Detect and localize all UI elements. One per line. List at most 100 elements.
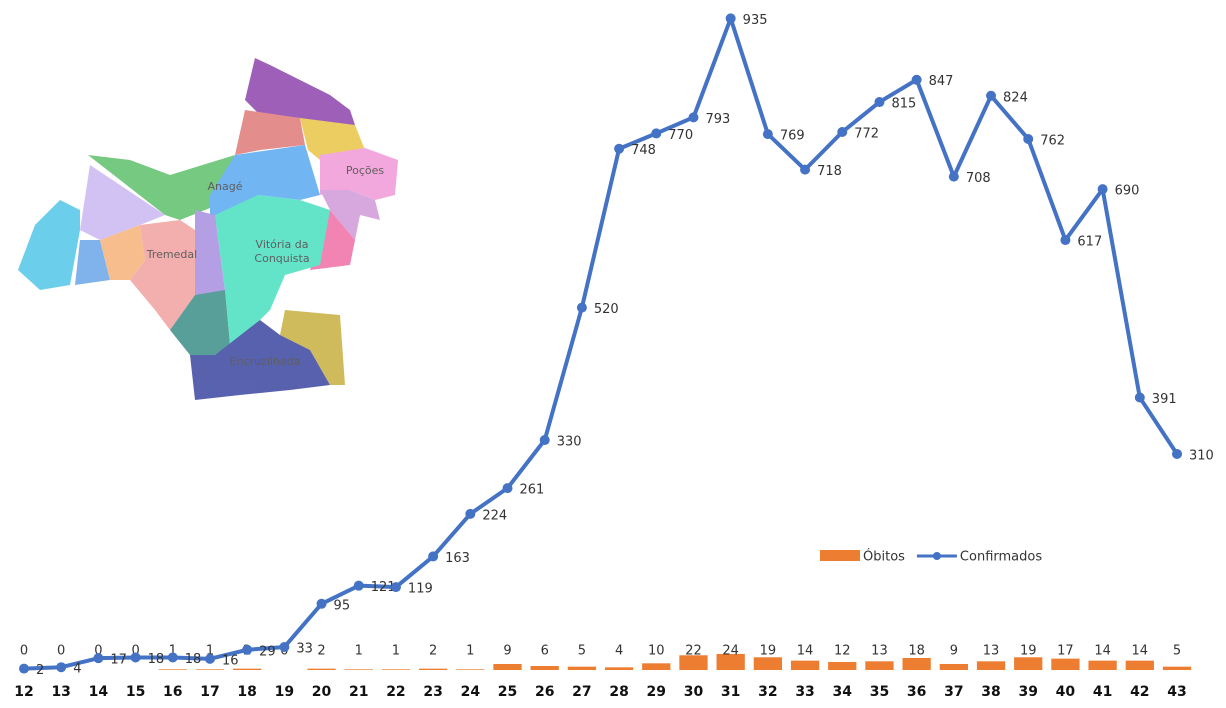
bar-label: 9: [503, 644, 511, 659]
x-tick-label: 32: [758, 684, 777, 700]
map-region: [320, 190, 380, 240]
point-label: 772: [854, 127, 879, 142]
line-point: [56, 662, 67, 673]
bar-label: 24: [722, 644, 739, 659]
point-label: 762: [1040, 133, 1065, 148]
point-label: 770: [668, 128, 693, 143]
bar: [530, 665, 559, 670]
line-point: [688, 112, 699, 123]
point-label: 2: [36, 663, 44, 678]
map-region: [235, 110, 305, 155]
legend-label: Óbitos: [863, 549, 905, 565]
x-tick-label: 35: [870, 684, 889, 700]
bar-label: 13: [983, 644, 1000, 659]
bar: [418, 668, 448, 670]
x-tick-label: 24: [461, 684, 481, 700]
bar-label: 1: [206, 644, 214, 659]
line-point: [390, 582, 401, 593]
point-label: 16: [222, 653, 239, 668]
line-point: [837, 127, 848, 138]
bar-label: 5: [1173, 644, 1181, 659]
point-label: 261: [520, 483, 545, 498]
x-tick-label: 17: [200, 684, 219, 700]
point-label: 95: [334, 598, 351, 613]
point-label: 748: [631, 143, 656, 158]
bar: [158, 669, 187, 670]
x-tick-label: 22: [386, 684, 405, 700]
map-region: [245, 58, 355, 125]
x-tick-label: 16: [163, 684, 182, 700]
x-tick-label: 25: [498, 684, 517, 700]
bar-label: 17: [1057, 644, 1074, 659]
map-label: Poções: [346, 164, 385, 177]
bar: [233, 668, 262, 670]
x-tick-label: 13: [51, 684, 70, 700]
line-point: [428, 551, 439, 562]
line-point: [800, 164, 811, 175]
bar-label: 5: [578, 644, 586, 659]
point-label: 718: [817, 164, 842, 179]
x-tick-label: 18: [237, 684, 256, 700]
line-point: [502, 483, 513, 494]
x-tick-label: 37: [944, 684, 963, 700]
x-tick-label: 20: [312, 684, 332, 700]
bar: [939, 663, 968, 670]
x-tick-label: 15: [126, 684, 145, 700]
bar-label: 22: [685, 644, 702, 659]
bar-label: 6: [541, 644, 549, 659]
bar-label: 12: [834, 644, 851, 659]
line-point: [1023, 133, 1034, 144]
map-region: [300, 118, 365, 160]
bar: [1125, 660, 1154, 670]
bar-label: 1: [392, 644, 400, 659]
point-label: 708: [966, 171, 991, 186]
bar-label: 13: [871, 644, 888, 659]
line-point: [651, 128, 662, 139]
bar-label: 1: [466, 644, 474, 659]
point-label: 18: [185, 652, 202, 667]
point-label: 4: [73, 662, 81, 677]
bar: [195, 669, 225, 670]
bar-label: 14: [1132, 644, 1149, 659]
map-region: [80, 165, 165, 240]
bar-label: 1: [355, 644, 363, 659]
bar-label: 4: [615, 644, 623, 659]
line-point: [1097, 184, 1108, 195]
bar: [902, 657, 931, 670]
x-tick-label: 38: [981, 684, 1000, 700]
point-label: 769: [780, 129, 805, 144]
map-label: Anagé: [208, 180, 243, 193]
line-point: [242, 644, 253, 655]
bar: [976, 661, 1006, 670]
line-point: [465, 508, 476, 519]
x-tick-label: 19: [275, 684, 294, 700]
bar: [1088, 660, 1117, 670]
map-region: [215, 195, 330, 345]
point-label: 824: [1003, 90, 1028, 105]
x-tick-label: 40: [1056, 684, 1076, 700]
bar-label: 0: [94, 644, 102, 659]
map-label: Conquista: [254, 252, 309, 265]
point-label: 617: [1077, 235, 1102, 250]
line-point: [911, 74, 922, 85]
line-point: [576, 302, 587, 313]
map-label: Encruzilhada: [230, 355, 301, 368]
bar: [828, 661, 857, 670]
bar-label: 2: [317, 644, 325, 659]
line-point: [1060, 235, 1071, 246]
bar-label: 1: [169, 644, 177, 659]
line-point: [1172, 448, 1182, 459]
bar: [604, 667, 634, 670]
x-tick-label: 42: [1130, 684, 1149, 700]
line-point: [353, 580, 364, 591]
bar-label: 19: [1020, 644, 1037, 659]
x-tick-label: 23: [423, 684, 442, 700]
map-label: Vitória da: [256, 238, 309, 251]
legend-swatch: [932, 552, 941, 560]
x-tick-label: 43: [1167, 684, 1186, 700]
x-tick-label: 31: [721, 684, 740, 700]
bar-label: 9: [950, 644, 958, 659]
line-point: [539, 435, 550, 446]
bar: [1162, 666, 1192, 670]
